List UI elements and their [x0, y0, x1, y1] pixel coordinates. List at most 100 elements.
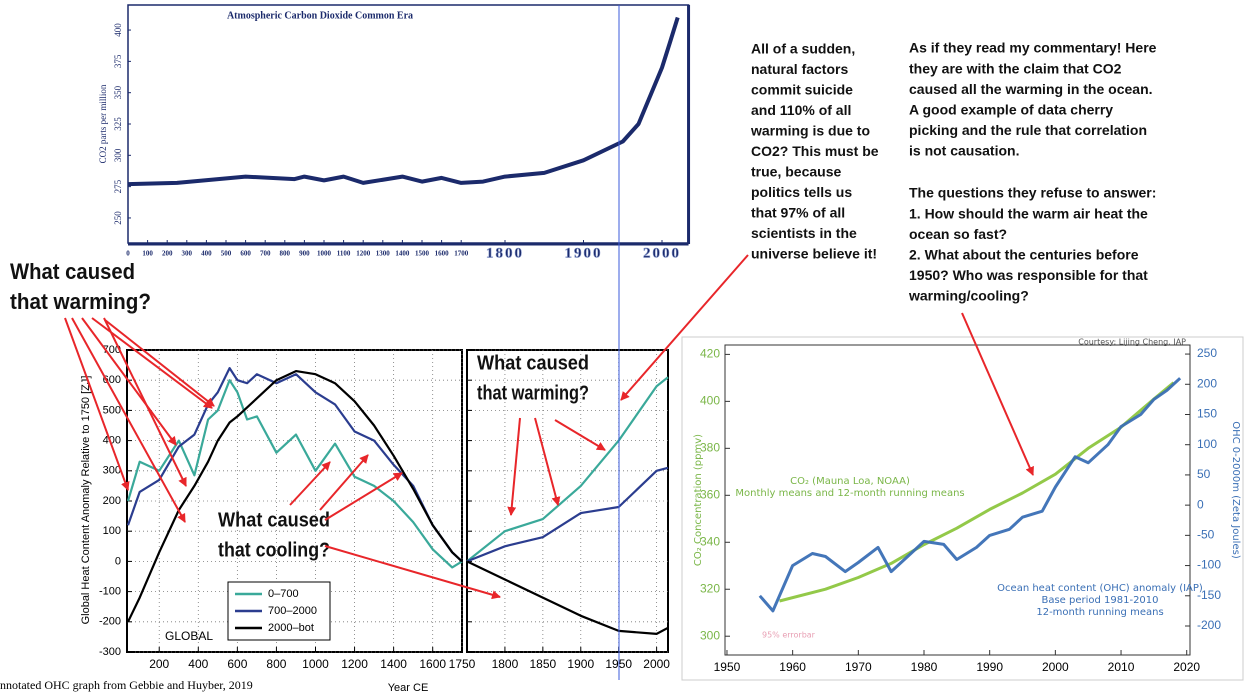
x-tick-label: 800 [266, 657, 286, 671]
x-tick-label: 1900 [565, 245, 603, 261]
x-tick-label: 1800 [492, 657, 519, 671]
x-tick-label: 2020 [1173, 660, 1200, 674]
x-tick-label: 1400 [380, 657, 407, 671]
x-tick-label: 1600 [435, 250, 450, 258]
commentary: All of a sudden, [751, 41, 855, 57]
arrow [324, 472, 403, 521]
y-tick-label: 250 [113, 211, 123, 225]
y2-tick-label: -50 [1197, 528, 1215, 542]
ohc-line [126, 367, 463, 563]
y-tick-label: 300 [103, 465, 121, 477]
commentary: politics tells us [751, 184, 852, 200]
arrow [961, 312, 1034, 476]
commentary: As if they read my commentary! Here [909, 40, 1157, 56]
commentary: scientists in the [751, 225, 857, 241]
y-axis-label: CO2 parts per million [98, 84, 108, 163]
ohc-line [466, 376, 669, 563]
x-tick-label: 500 [221, 250, 232, 258]
y-tick-label: 300 [113, 148, 123, 162]
arrow [319, 454, 369, 511]
x-tick-label: 1900 [567, 657, 594, 671]
y-tick-label: 375 [113, 54, 123, 68]
x-tick-label: 2000 [1042, 660, 1069, 674]
commentary: A good example of data cherry [909, 102, 1113, 118]
caption: nnotated OHC graph from Gebbie and Huybe… [0, 678, 253, 692]
y-tick-label: -300 [99, 646, 121, 658]
x-tick-label: 200 [149, 657, 169, 671]
legend-label: 0–700 [268, 588, 299, 600]
y2-tick-label: 150 [1197, 407, 1217, 421]
y-tick-label: 350 [113, 85, 123, 99]
y-tick-label: 400 [700, 394, 720, 408]
x-tick-label: 200 [162, 250, 173, 258]
commentary: they are with the claim that CO2 [909, 60, 1122, 76]
commentary: warming is due to [750, 123, 870, 139]
series-line [758, 377, 1182, 613]
arrow [64, 317, 130, 491]
y-tick-label: 0 [115, 555, 121, 567]
arrow [103, 317, 187, 487]
annotation: that warming? [477, 382, 589, 404]
y-tick-label: 420 [700, 347, 720, 361]
x-tick-label: 400 [201, 250, 212, 258]
arrow [324, 545, 501, 600]
plot-frame [724, 344, 1191, 656]
commentary: 1. How should the warm air heat the [909, 205, 1148, 221]
x-tick-label: 2010 [1108, 660, 1135, 674]
annotation: that cooling? [218, 539, 330, 561]
commentary: caused all the warming in the ocean. [909, 81, 1153, 97]
y-tick-label: 340 [700, 534, 720, 548]
callout: that warming? [10, 289, 151, 314]
x-tick-label: 600 [227, 657, 247, 671]
ohc-line [127, 370, 463, 623]
commentary: natural factors [751, 61, 848, 77]
y-tick-label: 400 [103, 435, 121, 447]
series-note: 12-month running means [1036, 607, 1163, 618]
x-tick-label: 700 [260, 250, 271, 258]
commentary: commit suicide [751, 82, 853, 98]
arrow [104, 319, 215, 407]
x-tick-label: 1600 [419, 657, 446, 671]
errorbar-label: 95% errorbar [762, 631, 816, 640]
x-tick-label: 1850 [529, 657, 556, 671]
x-tick-label: 1750 [449, 657, 476, 671]
arrow [507, 417, 521, 516]
chart-title: Atmospheric Carbon Dioxide Common Era [227, 10, 413, 21]
y2-tick-label: 100 [1197, 437, 1217, 451]
co2-line [128, 16, 680, 187]
x-tick-label: 1200 [341, 657, 368, 671]
x-tick-label: 1400 [395, 250, 410, 258]
commentary: universe believe it! [751, 246, 877, 262]
x-tick-label: 1000 [302, 657, 329, 671]
legend-label: 700–2000 [268, 605, 317, 617]
x-tick-label: 1100 [337, 250, 351, 258]
plot-frame [127, 4, 690, 244]
x-tick-label: 1990 [976, 660, 1003, 674]
commentary: true, because [751, 164, 841, 180]
commentary: 2. What about the centuries before [909, 247, 1139, 263]
y-axis-label: Global Heat Content Anomaly Relative to … [80, 376, 92, 625]
x-tick-label: 600 [240, 250, 251, 258]
y-tick-label: 360 [700, 487, 720, 501]
x-tick-label: 2000 [643, 657, 670, 671]
x-tick-label: 1300 [376, 250, 391, 258]
commentary: that 97% of all [751, 205, 845, 221]
y2-tick-label: 0 [1197, 497, 1204, 511]
x-tick-label: 1980 [911, 660, 938, 674]
y2-tick-label: 200 [1197, 376, 1217, 390]
x-tick-label: 1950 [714, 660, 741, 674]
arrow [620, 254, 749, 401]
credit: Courtesy: Lijing Cheng, IAP [1078, 338, 1186, 347]
x-tick-label: 1200 [356, 250, 371, 258]
ohc-line [466, 466, 669, 563]
commentary: warming/cooling? [908, 288, 1029, 304]
x-tick-label: 1800 [486, 245, 524, 261]
y-tick-label: 380 [700, 441, 720, 455]
y-tick-label: -100 [99, 586, 121, 598]
arrow [71, 317, 186, 523]
series-note: Monthly means and 12-month running means [735, 488, 964, 499]
y2-tick-label: -150 [1197, 588, 1221, 602]
x-tick-label: 1000 [317, 250, 332, 258]
